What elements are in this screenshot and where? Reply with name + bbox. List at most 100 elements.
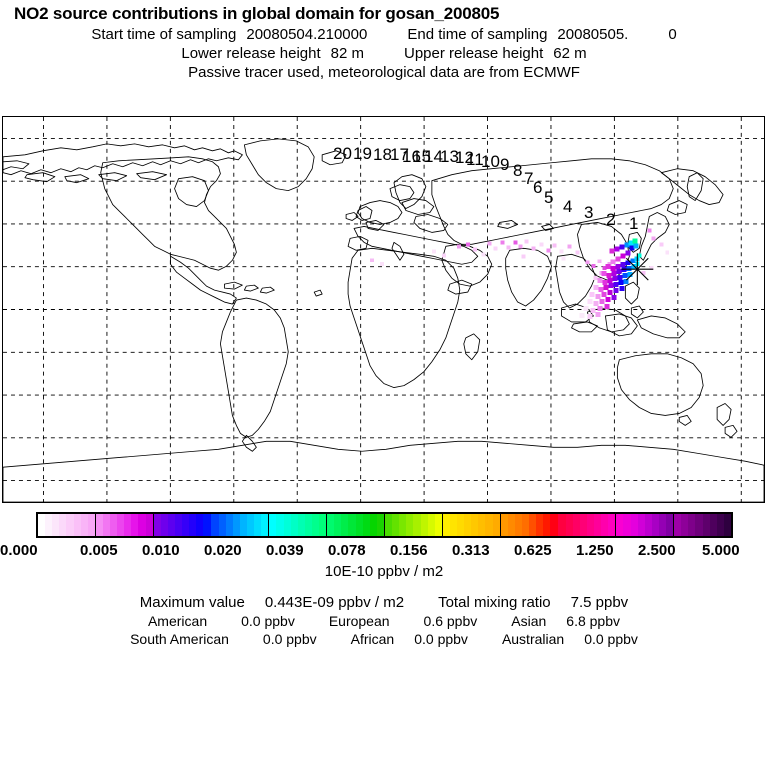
colorbar-step-9-2 [572, 514, 580, 536]
tracer-note: Passive tracer used, meteorological data… [188, 64, 580, 81]
cb-tick-2: 0.010 [142, 542, 180, 559]
colorbar-step-8-0 [500, 514, 508, 536]
total-mixing-label: Total mixing ratio [438, 594, 551, 611]
colorbar-step-2-5 [189, 514, 197, 536]
traj-label-16: 16 [402, 147, 421, 166]
colorbar-step-7-7 [492, 514, 500, 536]
colorbar-step-7-5 [478, 514, 486, 536]
colorbar-step-9-1 [565, 514, 573, 536]
colorbar-step-6-4 [413, 514, 421, 536]
colorbar-step-4-2 [283, 514, 291, 536]
end-time-label: End time of sampling [407, 26, 548, 43]
region-african-label: African [350, 631, 395, 647]
region-row-1: American 0.0 ppbv European 0.6 ppbv Asian 6.8… [0, 613, 768, 629]
world-map-svg [3, 117, 764, 502]
colorbar-step-9-3 [579, 514, 587, 536]
traj-label-12: 12 [455, 148, 474, 167]
traj-label-5: 5 [544, 188, 554, 207]
colorbar-step-10-5 [651, 514, 659, 536]
colorbar-step-8-2 [514, 514, 522, 536]
cb-tick-7: 0.313 [452, 542, 490, 559]
colorbar-step-9-6 [601, 514, 609, 536]
cb-tick-1: 0.005 [80, 542, 118, 559]
colorbar-band-1 [95, 514, 154, 536]
header-block: NO2 source contributions in global domai… [0, 0, 768, 81]
colorbar-step-11-1 [681, 514, 689, 536]
traj-label-3: 3 [584, 203, 594, 222]
traj-label-1: 1 [629, 214, 639, 233]
colorbar-step-11-6 [716, 514, 724, 536]
colorbar-step-4-4 [297, 514, 305, 536]
colorbar-step-5-4 [355, 514, 363, 536]
colorbar-step-10-4 [644, 514, 652, 536]
colorbar-step-11-5 [709, 514, 717, 536]
colorbar-step-11-2 [688, 514, 696, 536]
colorbar-step-6-1 [392, 514, 400, 536]
colorbar-step-0-2 [52, 514, 60, 536]
cb-tick-3: 0.020 [204, 542, 242, 559]
colorbar-step-0-6 [80, 514, 88, 536]
release-site-marker [621, 253, 654, 286]
colorbar-step-2-7 [203, 514, 211, 536]
colorbar-step-8-5 [536, 514, 544, 536]
colorbar-step-4-7 [319, 514, 327, 536]
colorbar-step-6-6 [427, 514, 435, 536]
region-australian-value: 0.0 ppbv [584, 631, 638, 647]
colorbar-band-7 [442, 514, 501, 536]
colorbar-step-6-5 [420, 514, 428, 536]
end-time-value: 20080505. [557, 26, 629, 43]
start-time-label: Start time of sampling [91, 26, 237, 43]
colorbar-step-3-0 [211, 514, 219, 536]
release-height-line: Lower release height 82 m Upper release he… [0, 45, 768, 62]
traj-label-14: 14 [424, 147, 443, 166]
colorbar-step-3-5 [247, 514, 255, 536]
cb-tick-4: 0.039 [266, 542, 304, 559]
colorbar-step-8-1 [507, 514, 515, 536]
traj-label-11: 11 [466, 150, 484, 169]
traj-label-8: 8 [513, 161, 523, 180]
colorbar-band-4 [269, 514, 328, 536]
region-row-2: South American 0.0 ppbv African 0.0 ppbv Aus… [0, 631, 768, 647]
colorbar-step-4-0 [269, 514, 277, 536]
region-american-value: 0.0 ppbv [241, 613, 295, 629]
colorbar-step-3-3 [232, 514, 240, 536]
colorbar-step-9-7 [608, 514, 616, 536]
colorbar-step-5-7 [376, 514, 385, 536]
colorbar-step-10-3 [637, 514, 645, 536]
colorbar-step-9-5 [594, 514, 602, 536]
colorbar-step-1-1 [102, 514, 111, 536]
colorbar-step-3-7 [261, 514, 269, 536]
colorbar-step-8-6 [543, 514, 551, 536]
traj-label-7: 7 [524, 169, 534, 188]
colorbar-step-2-0 [153, 514, 161, 536]
colorbar-band-6 [384, 514, 443, 536]
traj-label-17: 17 [390, 145, 409, 164]
plume-pixels [370, 228, 670, 319]
colorbar-step-3-6 [254, 514, 262, 536]
colorbar-scale[interactable] [36, 512, 733, 538]
traj-label-15: 15 [412, 147, 431, 166]
colorbar-unit-label: 10E-10 ppbv / m2 [324, 563, 444, 580]
colorbar-band-5 [327, 514, 385, 536]
colorbar-step-2-1 [160, 514, 168, 536]
colorbar-step-9-0 [558, 514, 566, 536]
region-european-value: 0.6 ppbv [423, 613, 478, 629]
traj-label-13: 13 [440, 147, 459, 166]
cb-tick-9: 1.250 [576, 542, 614, 559]
colorbar-step-8-7 [550, 514, 558, 536]
colorbar-step-1-5 [131, 514, 139, 536]
colorbar-step-10-1 [623, 514, 631, 536]
colorbar-step-4-5 [304, 514, 312, 536]
cb-tick-5: 0.078 [328, 542, 366, 559]
colorbar-step-1-3 [117, 514, 125, 536]
page-title: NO2 source contributions in global domai… [14, 4, 500, 23]
colorbar-step-4-6 [311, 514, 320, 536]
traj-label-20: 20 [333, 144, 352, 163]
colorbar-step-0-1 [45, 514, 53, 536]
colorbar-step-8-4 [529, 514, 537, 536]
cb-tick-10: 2.500 [638, 542, 676, 559]
traj-label-18: 18 [373, 145, 392, 164]
world-map-panel[interactable]: 20 19 18 17 16 15 14 13 12 11 10 9 8 7 6… [2, 116, 765, 503]
colorbar-step-7-3 [464, 514, 472, 536]
colorbar-step-0-5 [73, 514, 81, 536]
